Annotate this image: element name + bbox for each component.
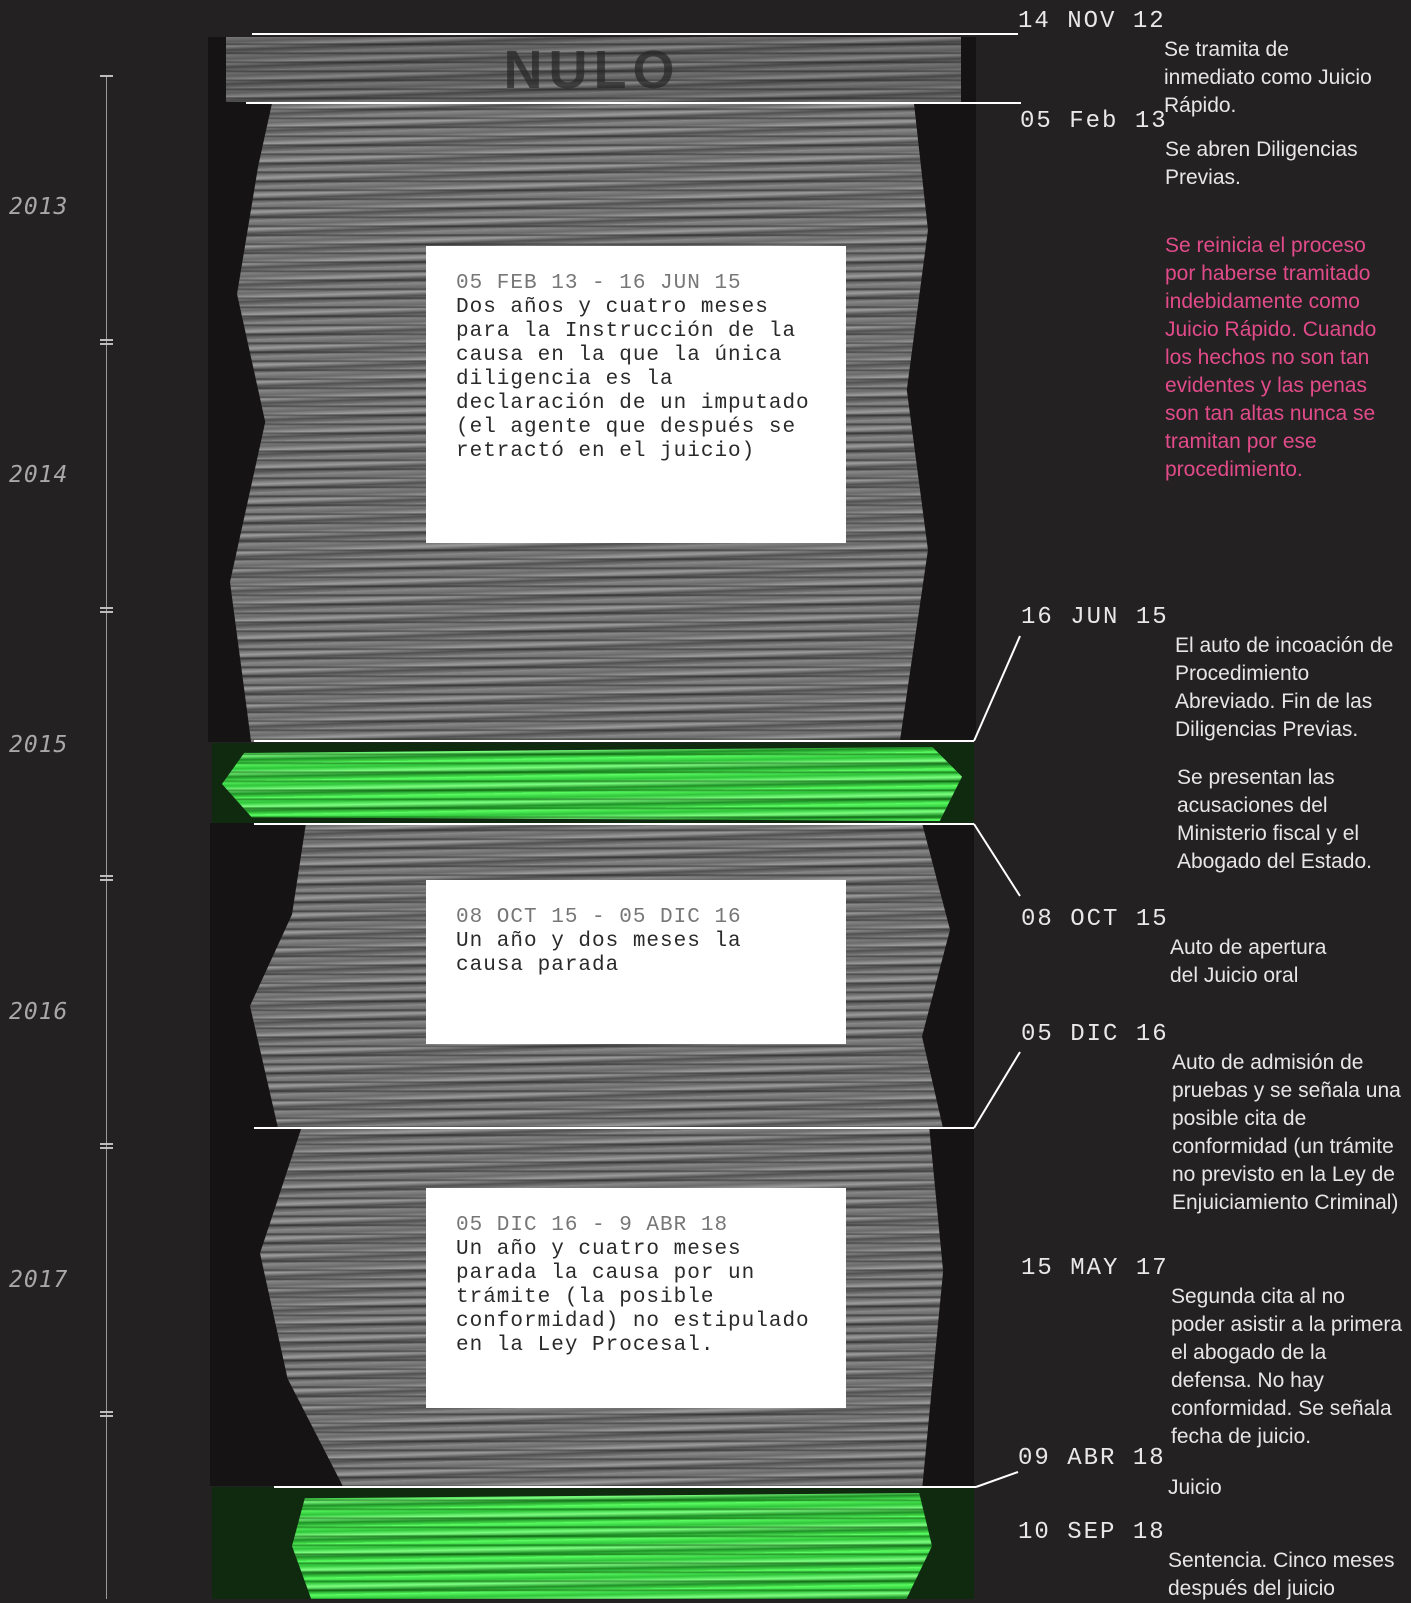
connector-line [973,635,1021,742]
timeline-axis [106,76,107,1599]
info-box-text: Un año y dos meses la causa parada [456,930,742,977]
event-description: Se abren Diligencias Previas. [1165,138,1358,189]
event-date: 05 Feb 13 [1020,108,1168,135]
marker-line [254,1127,974,1129]
info-box-conformidad: 05 DIC 16 - 9 ABR 18 Un año y cuatro mes… [426,1188,846,1408]
axis-tick [100,339,113,345]
event-date: 05 DIC 16 [1021,1021,1169,1048]
connector-lines [973,635,1021,1488]
info-box-parada: 08 OCT 15 - 05 DIC 16 Un año y dos meses… [426,880,846,1044]
connector-line [973,823,1021,897]
marker-line [274,1486,976,1488]
connector-line [973,1051,1021,1129]
stack-segment-highlight [212,743,974,823]
info-box-text: Dos años y cuatro meses para la Instrucc… [456,296,810,463]
axis-tick [100,875,113,881]
axis-tick [100,607,113,613]
stack-segment-nulo: NULO [208,37,976,102]
event-date: 14 NOV 12 [1018,8,1166,35]
axis-tick [100,75,113,77]
paper-stack-image [226,37,961,102]
event-date: 10 SEP 18 [1018,1519,1166,1546]
axis-tick [100,1143,113,1149]
marker-line [254,740,974,742]
axis-tick [100,1411,113,1417]
connector-line [975,1471,1019,1488]
year-label-2013: 2013 [9,194,69,220]
info-box-range: 08 OCT 15 - 05 DIC 16 [456,906,742,929]
stack-segment-juicio [212,1487,974,1599]
event-date: 15 MAY 17 [1021,1255,1169,1282]
marker-line [246,102,1021,104]
info-box-text: Un año y cuatro meses parada la causa po… [456,1238,810,1357]
paper-stack-image [292,1493,932,1599]
year-label-2014: 2014 [9,462,69,488]
event-description: Auto de apertura del Juicio oral [1170,936,1327,987]
nulo-stamp: NULO [503,40,681,100]
info-box-range: 05 FEB 13 - 16 JUN 15 [456,272,742,295]
event-description: Juicio [1168,1476,1222,1499]
marker-line [252,33,1018,35]
marker-line [254,823,974,825]
event-description: Segunda cita al no poder asistir a la pr… [1171,1285,1403,1448]
event-date: 16 JUN 15 [1021,604,1169,631]
event-description: Se tramita de inmediato como Juicio Rápi… [1164,38,1372,117]
paper-stack-image [222,747,962,821]
info-box-range: 05 DIC 16 - 9 ABR 18 [456,1214,729,1237]
info-box-instruccion: 05 FEB 13 - 16 JUN 15 Dos años y cuatro … [426,246,846,543]
year-label-2016: 2016 [9,999,69,1025]
event-note: Se reinicia el proceso por haberse trami… [1165,234,1377,481]
event-description: Sentencia. Cinco meses después del juici… [1168,1549,1395,1600]
event-description: Se presentan las acusaciones del Ministe… [1177,766,1372,873]
year-label-2015: 2015 [9,732,69,758]
year-label-2017: 2017 [9,1267,69,1293]
event-description: Auto de admisión de pruebas y se señala … [1172,1051,1401,1214]
event-date: 08 OCT 15 [1021,906,1169,933]
event-date: 09 ABR 18 [1018,1445,1166,1472]
event-description: El auto de incoación de Procedimiento Ab… [1175,634,1394,741]
